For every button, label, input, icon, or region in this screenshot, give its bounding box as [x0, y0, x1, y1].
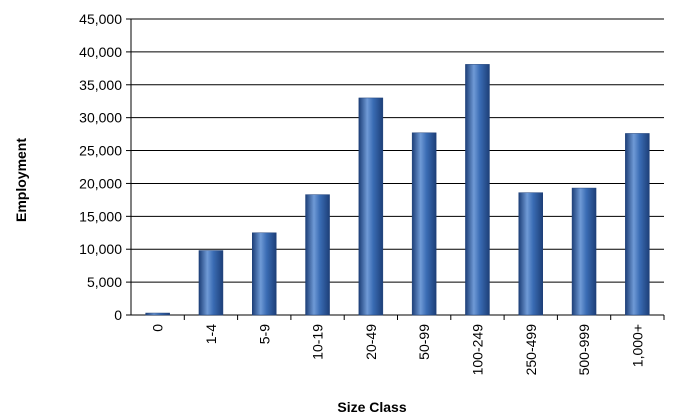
bar-1-4	[198, 250, 224, 316]
y-tick-label: 30,000	[79, 110, 122, 126]
y-tick-label: 0	[114, 307, 122, 323]
bar-10-19	[305, 194, 330, 316]
bar-500-999	[571, 187, 597, 316]
y-tick-label: 15,000	[79, 208, 122, 224]
x-tick-label: 1-4	[203, 324, 219, 344]
y-axis-title: Employment	[13, 138, 29, 222]
bar-50-99	[411, 132, 437, 316]
y-tick-label: 45,000	[79, 11, 122, 27]
y-tick-label: 10,000	[79, 241, 122, 257]
x-tick-label: 5-9	[256, 324, 272, 344]
bar-250-499	[518, 192, 543, 316]
x-tick-label: 20-49	[363, 324, 379, 360]
y-tick-label: 25,000	[79, 143, 122, 159]
x-tick-label: 250-499	[523, 324, 539, 376]
bar-100-249	[465, 64, 490, 316]
x-tick-label: 100-249	[469, 324, 485, 376]
bar-5-9	[252, 232, 277, 316]
x-tick-label: 10-19	[310, 324, 326, 360]
x-tick-label: 0	[150, 324, 166, 332]
x-tick-labels: 0 1-4 5-9 10-19 20-49 50-99 100-249 250-499 500-…	[150, 324, 646, 376]
y-tick-labels: 0 5,000 10,000 15,000 20,000 25,000 30,000 35,0…	[79, 11, 122, 323]
y-tick-label: 20,000	[79, 175, 122, 191]
y-tick-label: 35,000	[79, 77, 122, 93]
bar-0	[145, 312, 170, 316]
gridlines	[131, 18, 664, 283]
y-tick-label: 40,000	[79, 44, 122, 60]
x-axis-title: Size Class	[337, 399, 406, 415]
x-tick-label: 500-999	[576, 324, 592, 376]
x-tick-label: 50-99	[416, 324, 432, 360]
bar-20-49	[358, 97, 384, 316]
y-tick-label: 5,000	[87, 274, 122, 290]
bar-1,000+	[625, 133, 650, 316]
bars	[145, 64, 650, 316]
x-tick-label: 1,000+	[629, 324, 645, 367]
